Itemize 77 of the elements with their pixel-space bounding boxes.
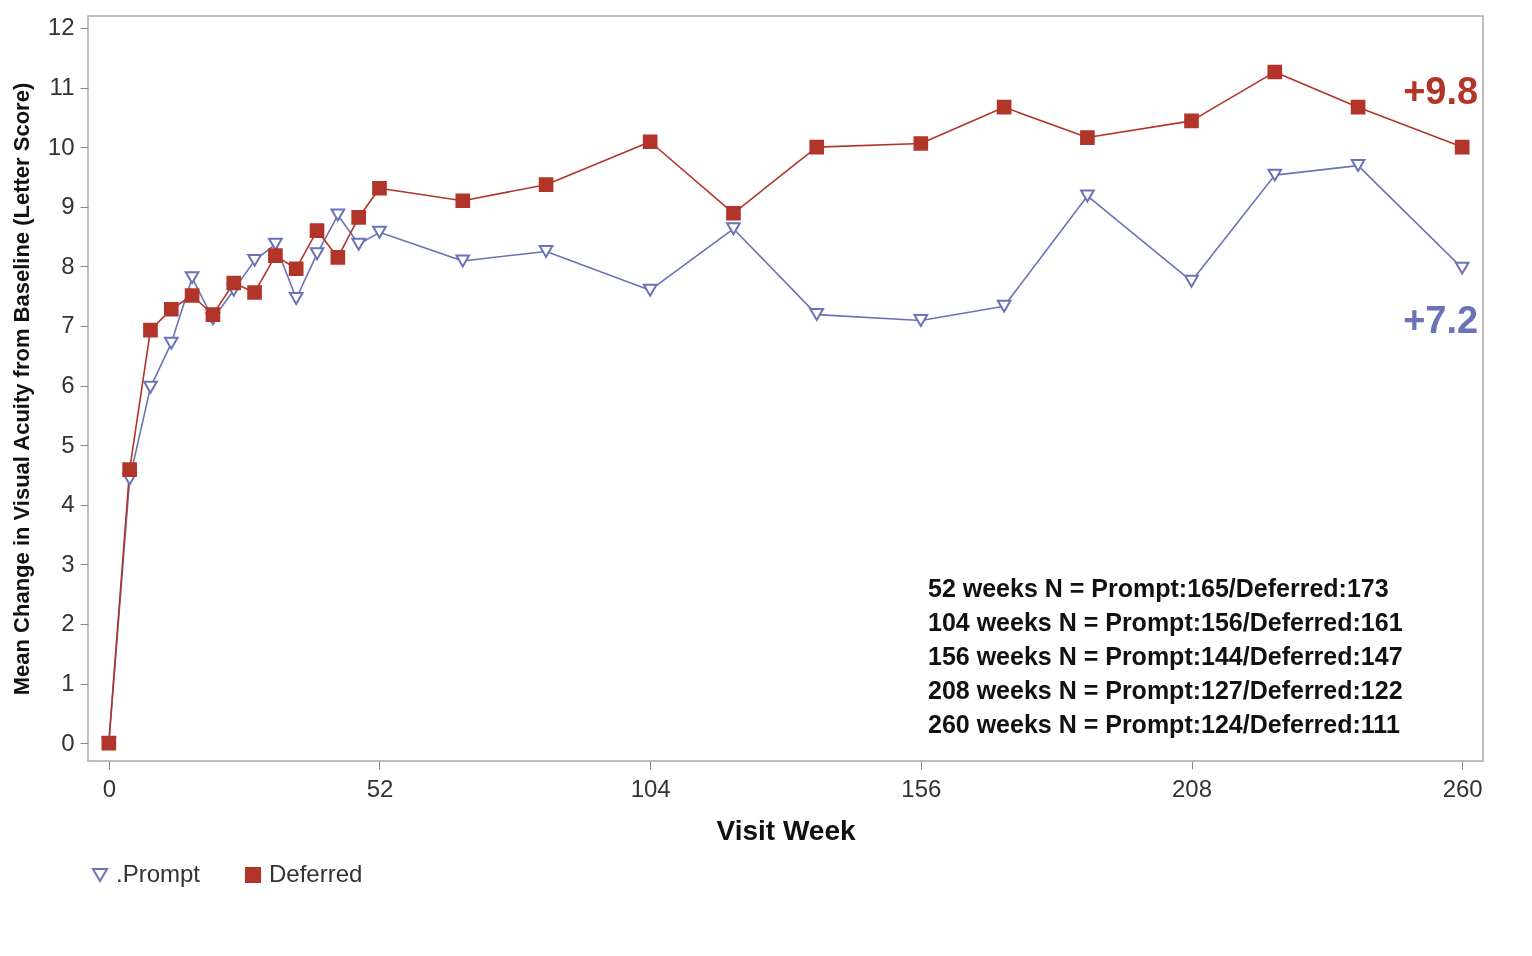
annotation: +9.8 xyxy=(1403,70,1479,113)
y-tick-label: 8 xyxy=(61,251,75,279)
point xyxy=(996,299,1012,313)
annotation: 208 weeks N = Prompt:127/Deferred:122 xyxy=(928,676,1403,704)
point xyxy=(309,247,325,261)
point xyxy=(726,222,741,236)
point xyxy=(268,237,283,251)
point xyxy=(1454,139,1470,155)
point xyxy=(1184,113,1199,129)
annotation: +7.2 xyxy=(1403,299,1479,342)
point xyxy=(372,180,387,196)
point xyxy=(1080,130,1095,145)
point xyxy=(538,177,554,192)
point xyxy=(726,205,741,221)
point xyxy=(996,99,1012,115)
y-tick-label: 10 xyxy=(47,132,75,160)
point xyxy=(330,250,346,265)
point xyxy=(1267,64,1283,80)
point xyxy=(226,275,242,291)
point xyxy=(455,254,471,268)
y-tick-label: 9 xyxy=(61,192,75,220)
y-axis-title: Mean Change in Visual Acuity from Baseline (Letter Score) xyxy=(8,82,34,696)
point xyxy=(1267,168,1283,182)
point xyxy=(309,223,325,238)
point xyxy=(163,301,179,317)
point xyxy=(913,314,929,328)
point xyxy=(247,253,262,267)
point xyxy=(288,261,304,277)
y-tick-label: 4 xyxy=(61,490,75,518)
point xyxy=(372,225,387,239)
point xyxy=(642,134,658,150)
point xyxy=(1454,261,1470,275)
point xyxy=(268,248,283,263)
annotation: 260 weeks N = Prompt:124/Deferred:111 xyxy=(928,710,1400,738)
legend-label: Deferred xyxy=(269,860,363,887)
point xyxy=(538,244,554,258)
point xyxy=(288,292,304,305)
y-tick-label: 6 xyxy=(61,371,75,399)
point xyxy=(247,285,262,300)
point xyxy=(184,288,200,303)
y-tick-label: 1 xyxy=(61,669,75,697)
y-tick-label: 12 xyxy=(47,13,75,41)
x-axis-title: Visit Week xyxy=(716,814,856,846)
point xyxy=(330,208,346,222)
y-tick-label: 11 xyxy=(49,73,75,101)
annotation: 156 weeks N = Prompt:144/Deferred:147 xyxy=(928,642,1403,670)
point xyxy=(809,139,825,155)
point xyxy=(205,307,221,322)
x-tick-label: 260 xyxy=(1442,774,1483,802)
y-tick-label: 7 xyxy=(61,311,75,339)
point xyxy=(809,308,825,322)
y-tick-label: 3 xyxy=(61,549,75,577)
point xyxy=(184,271,200,285)
y-tick-label: 2 xyxy=(61,609,75,637)
x-tick-label: 104 xyxy=(630,774,671,802)
point xyxy=(351,210,366,225)
point xyxy=(143,380,158,394)
annotation: 52 weeks N = Prompt:165/Deferred:173 xyxy=(928,574,1389,602)
point xyxy=(163,336,179,350)
point xyxy=(122,462,137,477)
x-tick-label: 208 xyxy=(1171,774,1213,802)
y-tick-label: 0 xyxy=(61,728,75,756)
annotation: 104 weeks N = Prompt:156/Deferred:161 xyxy=(928,608,1403,636)
point xyxy=(913,136,929,151)
point xyxy=(642,283,658,297)
point xyxy=(1184,274,1199,288)
point xyxy=(1350,159,1366,173)
legend-label: .Prompt xyxy=(116,860,201,887)
point xyxy=(143,322,158,338)
x-tick-label: 0 xyxy=(102,774,116,802)
point xyxy=(1350,99,1366,115)
x-tick-label: 52 xyxy=(366,774,394,802)
point xyxy=(351,237,366,251)
point xyxy=(455,193,471,209)
x-tick-label: 156 xyxy=(901,774,942,802)
point xyxy=(1080,189,1095,203)
y-tick-label: 5 xyxy=(61,430,75,458)
